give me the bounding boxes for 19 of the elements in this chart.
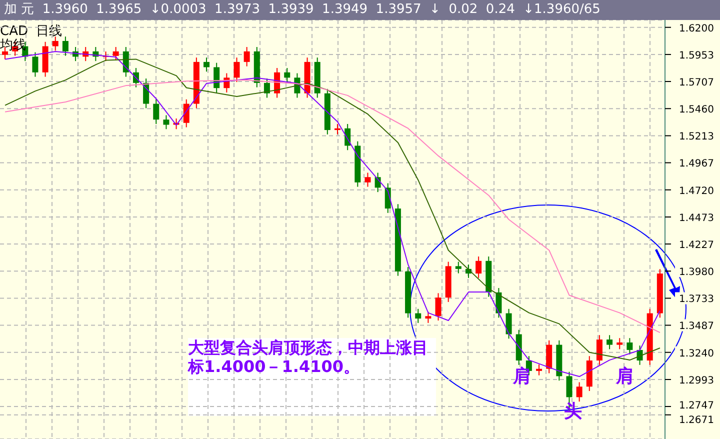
y-tick-label: 1.4720: [679, 186, 714, 197]
y-tick-label: 1.4967: [679, 158, 714, 170]
y-tick-label: 1.3240: [679, 348, 714, 360]
y-tick-label: 1.4227: [679, 240, 714, 251]
y-tick-label: 1.3487: [679, 321, 714, 332]
chart-title: 加 元 1.3960 1.3965 ↓0.0003 1.3973 1.3939 1.3949 1.3957 ↓ 0.02 0.24 ↓1.3960/65: [0, 0, 720, 20]
y-tick-label: 1.5213: [679, 132, 714, 143]
y-tick-label: 1.3733: [679, 294, 714, 306]
y-tick-label: 1.5707: [679, 77, 714, 88]
annotation: 肩: [614, 366, 635, 388]
annotation: 肩: [512, 366, 532, 388]
y-tick-label: 1.5953: [679, 50, 714, 62]
y-tick-label: 1.3980: [679, 267, 714, 278]
y-tick-label: 1.2671: [679, 414, 714, 426]
y-tick-label: 1.6200: [679, 23, 714, 34]
y-tick-label: 1.4473: [679, 212, 714, 224]
y-tick-label: 1.2747: [679, 400, 714, 412]
y-tick-label: 1.2993: [679, 375, 714, 386]
y-tick-label: 1.5460: [679, 104, 714, 116]
